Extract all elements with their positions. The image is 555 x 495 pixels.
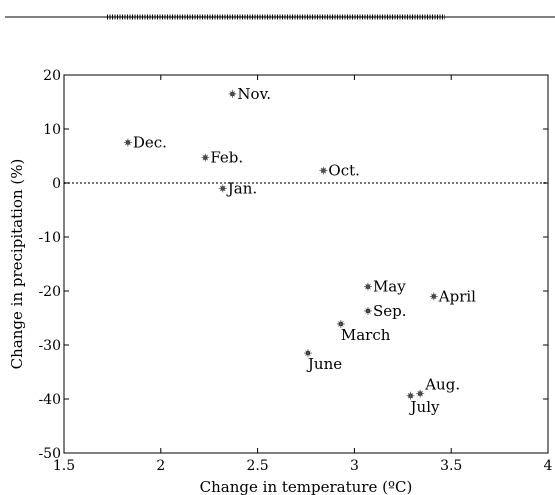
points-layer: Nov. Dec. Feb. Oct. Jan. May April Sep. March Jun… [123,85,476,416]
data-point: March [336,319,391,344]
x-tick-label: 4 [544,458,553,474]
point-star-marker [319,166,328,175]
data-point: Feb. [201,149,243,167]
x-tick-label: 3 [350,458,359,474]
x-tick-label: 3.5 [440,458,462,474]
data-point: May [363,278,406,296]
x-axis-label: Change in temperature (ºC) [200,478,413,495]
point-label: May [373,278,406,296]
point-label: Sep. [373,302,407,320]
point-star-marker [218,184,227,193]
point-star-marker [228,89,237,98]
point-star-marker [336,319,345,328]
x-tick-label: 1.5 [53,458,75,474]
point-label: Dec. [133,134,167,152]
y-tick-label: -50 [38,446,61,462]
point-label: Nov. [237,85,271,103]
y-axis-label: Change in precipitation (%) [8,159,26,370]
point-star-marker [406,391,415,400]
data-point: Oct. [319,162,360,180]
y-tick-label: -40 [38,392,61,408]
point-star-marker [123,138,132,147]
point-label: March [341,326,391,344]
data-point: July [406,391,440,416]
y-tick-label: -30 [38,338,61,354]
y-tick-label: 20 [43,68,61,84]
point-label: April [438,287,476,305]
y-tick-label: 10 [43,122,61,138]
y-tick-label: -10 [38,230,61,246]
data-point: Jan. [218,179,257,197]
y-tick-label: 0 [52,176,61,192]
data-point: Dec. [123,134,167,152]
plot-frame [63,74,549,454]
point-label: Aug. [424,376,460,394]
point-label: Feb. [210,149,243,167]
point-star-marker [363,306,372,315]
point-star-marker [303,349,312,358]
point-label: Oct. [328,162,360,180]
point-label: July [409,398,440,416]
ticks-layer: 1.5 2 2.5 3 3.5 4 20 10 0 -10 -20 -30 -40 -50 [38,68,552,474]
y-tick-label: -20 [38,284,61,300]
data-point: Sep. [363,302,407,320]
point-label: Jan. [226,179,257,197]
point-star-marker [363,282,372,291]
point-star-marker [201,153,210,162]
data-point: April [429,287,476,305]
x-tick-label: 2.5 [246,458,268,474]
point-star-marker [429,292,438,301]
point-star-marker [416,389,425,398]
x-tick-label: 2 [156,458,165,474]
data-point: Nov. [228,85,271,103]
data-point: June [303,349,342,373]
point-label: June [306,355,342,373]
data-point: Aug. [416,376,460,398]
